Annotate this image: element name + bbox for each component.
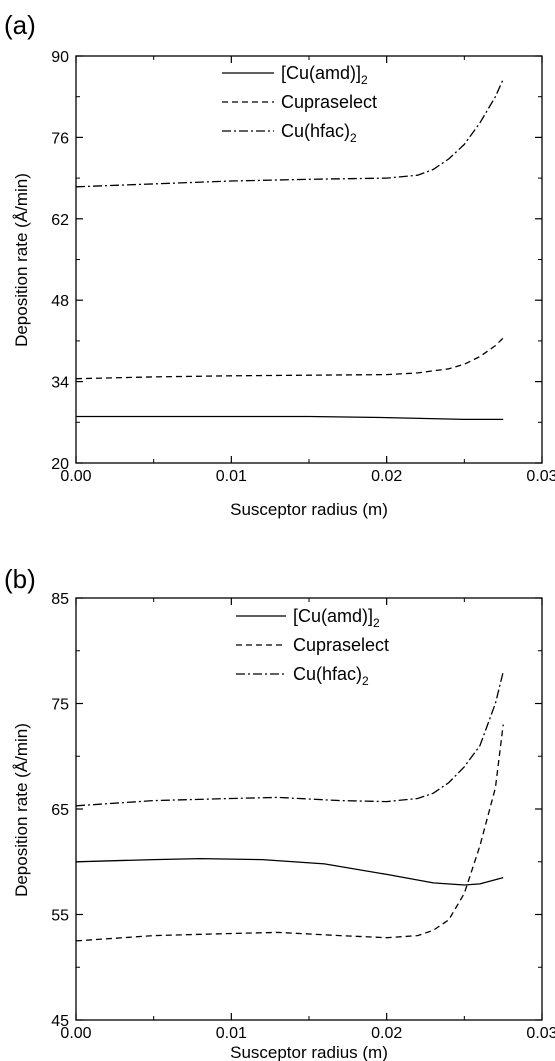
- y-tick-label: 48: [51, 293, 69, 310]
- y-tick-label: 20: [51, 456, 69, 473]
- y-axis: 20 34 48 62 76 90: [51, 49, 542, 473]
- series-lines: [75, 79, 504, 421]
- y-axis-title: Deposition rate (Å/min): [12, 723, 31, 897]
- y-tick-label: 76: [51, 130, 69, 147]
- chart-panel-a: (a) 0.00 0.01 0.02 0.03 20 34 48 62 76 90 Suscep…: [4, 10, 555, 519]
- x-axis-title: Susceptor radius (m): [230, 500, 388, 519]
- chart-panel-b: (b) 0.00 0.01 0.02 0.03 45 55 65 75 85 Suscepto…: [4, 564, 555, 1061]
- panel-label: (b): [4, 564, 36, 594]
- x-tick-label: 0.01: [216, 1025, 247, 1042]
- y-axis: 45 55 65 75 85: [51, 591, 542, 1030]
- y-tick-label: 75: [51, 697, 69, 714]
- series-line-solid: [76, 415, 504, 421]
- y-tick-label: 34: [51, 375, 69, 392]
- legend-label-subscript: 2: [350, 131, 357, 145]
- x-tick-label: 0.02: [371, 1025, 402, 1042]
- x-tick-label: 0.01: [216, 468, 247, 485]
- legend-label: Cupraselect: [293, 635, 389, 655]
- legend-label-subscript: 2: [373, 616, 380, 630]
- x-tick-label: 0.00: [60, 1025, 91, 1042]
- y-tick-label: 55: [51, 908, 69, 925]
- legend-label: Cu(hfac)2: [293, 664, 369, 688]
- x-axis: 0.00 0.01 0.02 0.03: [60, 598, 555, 1042]
- x-axis-title: Susceptor radius (m): [230, 1043, 388, 1061]
- y-tick-label: 85: [51, 591, 69, 608]
- legend-label: [Cu(amd)]2: [293, 606, 380, 630]
- legend: [Cu(amd)]2 Cupraselect Cu(hfac)2: [236, 606, 389, 688]
- legend-label: Cupraselect: [281, 92, 377, 112]
- plot-frame: [75, 597, 543, 1021]
- series-lines: [75, 671, 504, 942]
- y-tick-label: 62: [51, 212, 69, 229]
- legend-label-subscript: 2: [361, 73, 368, 87]
- series-line-solid: [75, 857, 504, 886]
- series-line-dashdot: [75, 79, 504, 188]
- x-axis: 0.00 0.01 0.02 0.03: [60, 56, 555, 485]
- series-line-dashed: [75, 724, 504, 942]
- x-tick-label: 0.00: [60, 468, 91, 485]
- y-tick-label: 65: [51, 802, 69, 819]
- y-tick-label: 90: [51, 49, 69, 66]
- series-line-dashed: [75, 337, 504, 380]
- legend-label-subscript: 2: [362, 674, 369, 688]
- x-tick-label: 0.03: [526, 1025, 555, 1042]
- x-tick-label: 0.03: [526, 468, 555, 485]
- y-axis-title: Deposition rate (Å/min): [12, 173, 31, 347]
- panel-label: (a): [4, 10, 36, 40]
- x-tick-label: 0.02: [371, 468, 402, 485]
- legend-label: Cu(hfac)2: [281, 121, 357, 145]
- plot-frame: [75, 55, 543, 464]
- legend: [Cu(amd)]2 Cupraselect Cu(hfac)2: [222, 63, 377, 145]
- y-tick-label: 45: [51, 1013, 69, 1030]
- legend-label: [Cu(amd)]2: [281, 63, 368, 87]
- series-line-dashdot: [75, 671, 504, 807]
